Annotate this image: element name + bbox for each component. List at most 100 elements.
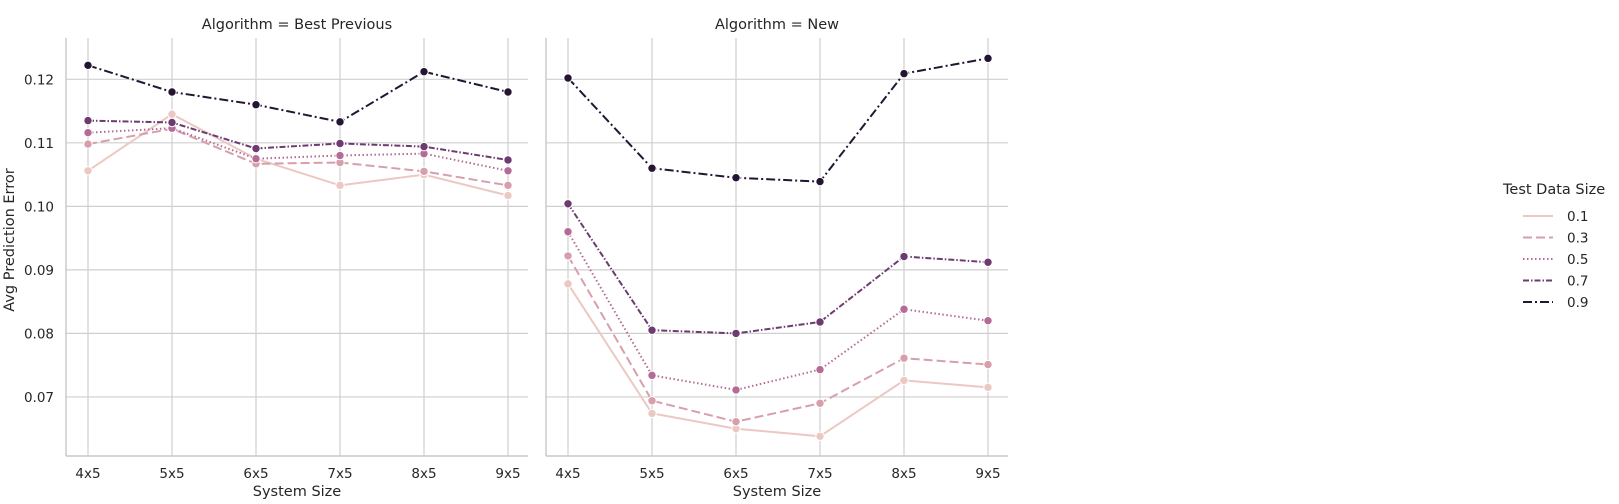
data-point <box>647 408 657 419</box>
series-line <box>87 127 509 187</box>
data-point <box>899 353 909 363</box>
data-point <box>563 199 573 209</box>
x-tick-label: 4x5 <box>75 466 100 482</box>
series-line <box>87 119 509 161</box>
series-0-5 <box>563 227 993 395</box>
x-axis-label: System Size <box>253 484 342 500</box>
legend-label: 0.7 <box>1567 274 1588 290</box>
data-point <box>335 150 345 161</box>
data-point <box>647 396 657 406</box>
data-point <box>419 66 429 77</box>
y-tick-label: 0.09 <box>24 263 54 279</box>
series-line <box>567 283 989 438</box>
data-point <box>503 190 513 201</box>
data-point <box>983 53 993 64</box>
data-point <box>419 141 429 152</box>
data-point <box>563 251 573 261</box>
y-tick-label: 0.10 <box>24 199 54 215</box>
series-0-7 <box>563 199 993 339</box>
legend-label: 0.3 <box>1567 231 1588 247</box>
series-line <box>567 203 989 335</box>
series-0-3 <box>563 251 993 427</box>
data-point <box>503 155 513 165</box>
data-point <box>167 87 177 97</box>
data-point <box>983 382 993 393</box>
legend: Test Data Size 0.1 0.3 0.5 0.7 0.9 <box>1502 182 1605 311</box>
x-tick-label: 8x5 <box>411 466 436 482</box>
x-tick-label: 9x5 <box>495 466 520 482</box>
series-line <box>87 64 509 123</box>
data-point <box>563 227 573 237</box>
data-point <box>251 100 261 110</box>
x-tick-label: 9x5 <box>975 466 1000 482</box>
grid <box>66 38 528 456</box>
x-tick-label: 6x5 <box>723 466 748 482</box>
series-0-7 <box>83 115 513 165</box>
data-point <box>899 251 909 262</box>
data-point <box>563 73 573 83</box>
series-line <box>567 231 989 391</box>
data-point <box>647 325 657 335</box>
data-point <box>731 328 741 339</box>
legend-label: 0.9 <box>1567 295 1588 311</box>
legend-label: 0.5 <box>1567 252 1588 268</box>
y-tick-label: 0.07 <box>24 390 54 406</box>
data-point <box>335 138 345 149</box>
data-point <box>503 180 513 191</box>
series-0-9 <box>83 60 513 127</box>
panel-2: 4x5 5x5 6x5 7x5 8x5 9x5 Algorithm = New System … <box>545 17 1008 500</box>
y-axis-label: Avg Prediction Error <box>2 168 18 311</box>
data-point <box>899 68 909 79</box>
series-0-1 <box>83 109 513 201</box>
series-line <box>87 113 509 197</box>
data-point <box>815 364 825 375</box>
data-point <box>731 385 741 395</box>
data-point <box>731 416 741 427</box>
data-point <box>83 166 93 176</box>
x-tick-label: 7x5 <box>807 466 832 482</box>
data-point <box>503 166 513 176</box>
data-point <box>83 127 93 138</box>
series-line <box>567 57 989 183</box>
data-point <box>167 117 177 128</box>
x-tick-label: 5x5 <box>159 466 184 482</box>
data-point <box>983 257 993 267</box>
data-point <box>335 117 345 127</box>
legend-title: Test Data Size <box>1502 182 1605 198</box>
x-tick-label: 8x5 <box>891 466 916 482</box>
x-tick-label: 4x5 <box>555 466 580 482</box>
series-line <box>567 255 989 423</box>
data-point <box>815 431 825 442</box>
data-point <box>563 279 573 289</box>
data-point <box>83 60 93 71</box>
x-axis-label: System Size <box>733 484 822 500</box>
data-point <box>899 375 909 386</box>
data-point <box>815 317 825 327</box>
y-tick-label: 0.12 <box>24 72 54 88</box>
data-point <box>647 163 657 173</box>
legend-label: 0.1 <box>1567 209 1588 225</box>
data-point <box>419 166 429 177</box>
data-point <box>83 115 93 126</box>
data-point <box>503 87 513 97</box>
y-tick-label: 0.08 <box>24 326 54 342</box>
data-point <box>899 304 909 314</box>
data-point <box>251 153 261 164</box>
x-tick-label: 6x5 <box>243 466 268 482</box>
data-point <box>815 176 825 187</box>
series-0-5 <box>83 123 513 176</box>
data-point <box>815 398 825 408</box>
data-point <box>83 139 93 149</box>
panel-title: Algorithm = Best Previous <box>202 17 392 33</box>
data-point <box>983 315 993 326</box>
series-0-1 <box>563 279 993 442</box>
grid <box>546 38 1008 456</box>
data-point <box>731 173 741 183</box>
y-tick-label: 0.11 <box>24 136 54 152</box>
x-tick-label: 7x5 <box>327 466 352 482</box>
series-0-9 <box>563 53 993 187</box>
panel-1: 0.07 0.08 0.09 0.10 0.11 0.12 4x5 5x5 6x5 7x5 8x5 9… <box>24 17 528 500</box>
panel-title: Algorithm = New <box>715 17 839 33</box>
